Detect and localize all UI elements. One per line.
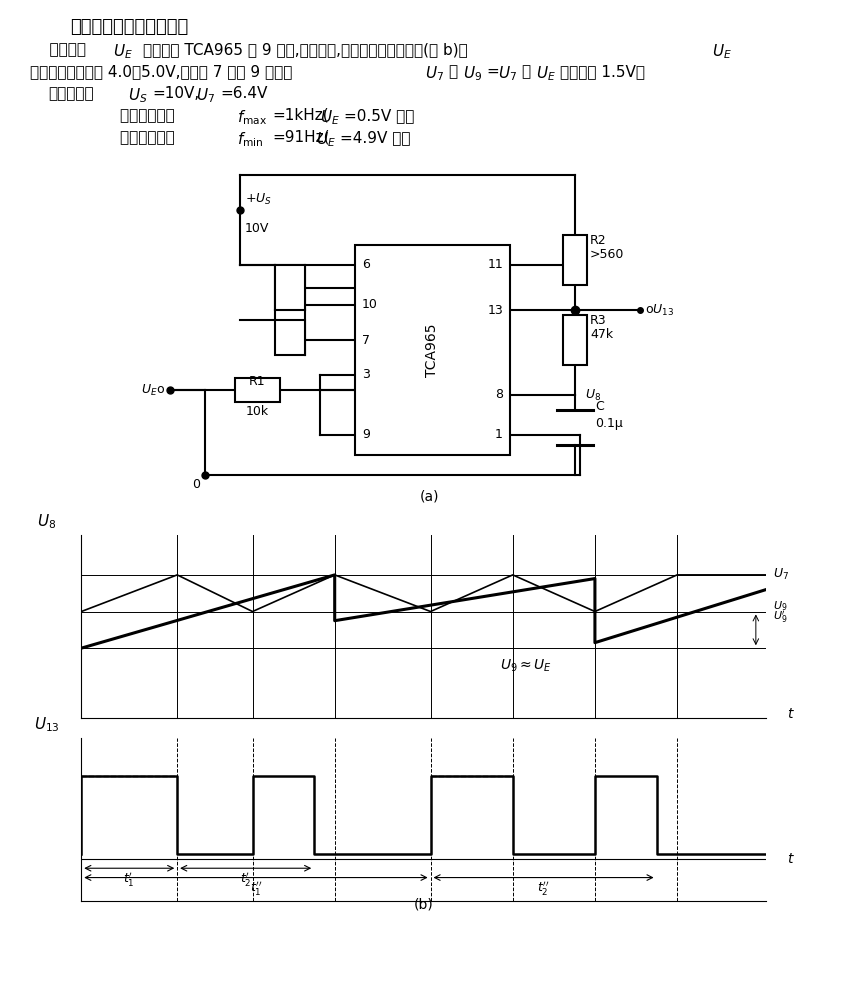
Text: $U_9\approx U_E$: $U_9\approx U_E$ [501, 657, 552, 674]
Text: $U_S$: $U_S$ [128, 86, 147, 105]
Text: =91Hz(: =91Hz( [272, 130, 330, 145]
Text: 47k: 47k [590, 329, 613, 342]
Text: 7: 7 [362, 334, 370, 346]
Text: TCA965: TCA965 [425, 324, 439, 377]
Text: 10V: 10V [245, 222, 270, 235]
Text: $U_E$: $U_E$ [113, 42, 133, 60]
Text: 9: 9 [362, 429, 370, 442]
Bar [275, 265, 305, 310]
Text: 最高输出频率: 最高输出频率 [120, 108, 180, 123]
Text: 6: 6 [362, 258, 370, 271]
Text: $U_E$: $U_E$ [320, 108, 340, 127]
Text: 电路参数：: 电路参数： [48, 86, 93, 101]
Bar [275, 320, 305, 355]
Text: >560: >560 [590, 248, 624, 261]
Text: $U_7$: $U_7$ [196, 86, 215, 105]
Text: 集成电路 TCA965 脚 9 加入,其值越大,则输出信号频率越低(图 b)。: 集成电路 TCA965 脚 9 加入,其值越大,则输出信号频率越低(图 b)。 [143, 42, 467, 57]
Text: =0.5V 时）: =0.5V 时） [344, 108, 414, 123]
Text: 1: 1 [495, 429, 503, 442]
Y-axis label: $U_8$: $U_8$ [38, 512, 56, 531]
Text: 10k: 10k [246, 405, 269, 418]
Text: 0.1μ: 0.1μ [595, 417, 623, 430]
Text: －: － [448, 64, 457, 79]
Text: =1kHz(: =1kHz( [272, 108, 329, 123]
Text: $t$: $t$ [787, 852, 794, 866]
Text: $f_{\rm max}$: $f_{\rm max}$ [237, 108, 267, 127]
Text: R2: R2 [590, 234, 607, 247]
Text: 10: 10 [362, 299, 377, 312]
Text: (a): (a) [420, 490, 440, 504]
Text: $U_E$: $U_E$ [712, 42, 732, 60]
Y-axis label: $U_{13}$: $U_{13}$ [34, 716, 60, 735]
Text: 最低输出频率: 最低输出频率 [120, 130, 180, 145]
Text: $U_E$: $U_E$ [316, 130, 336, 148]
Text: $U_7$: $U_7$ [773, 567, 789, 582]
Text: $U_8$: $U_8$ [585, 387, 601, 403]
Bar [563, 235, 587, 285]
Text: 频率可调节的多谐振荡器: 频率可调节的多谐振荡器 [70, 18, 188, 36]
Text: (b): (b) [413, 898, 434, 912]
Bar [563, 315, 587, 365]
Text: $U_E$: $U_E$ [536, 64, 556, 83]
Text: －: － [521, 64, 530, 79]
Text: =6.4V: =6.4V [220, 86, 267, 101]
Text: $U_9$: $U_9$ [773, 599, 788, 613]
Text: $t_2'$: $t_2'$ [240, 870, 252, 888]
Text: $U_9$: $U_9$ [463, 64, 482, 83]
Text: $t_1''$: $t_1''$ [250, 879, 262, 897]
Text: 8: 8 [495, 388, 503, 402]
Text: =: = [486, 64, 499, 79]
Bar [235, 378, 280, 402]
Text: 11: 11 [487, 258, 503, 271]
Text: R3: R3 [590, 314, 607, 327]
Text: 输入信号: 输入信号 [30, 42, 86, 57]
Text: $f_{\rm min}$: $f_{\rm min}$ [237, 130, 264, 148]
Text: R1: R1 [249, 375, 266, 388]
Text: C: C [595, 401, 603, 414]
Text: $U_9'$: $U_9'$ [773, 609, 788, 625]
Text: $t$: $t$ [787, 707, 794, 721]
Text: =4.9V 时）: =4.9V 时） [340, 130, 411, 145]
Text: 不能小于 1.5V。: 不能小于 1.5V。 [560, 64, 645, 79]
Text: 最高电压不得超过 4.0～5.0V,因为脚 7 与脚 9 间电压: 最高电压不得超过 4.0～5.0V,因为脚 7 与脚 9 间电压 [30, 64, 293, 79]
Text: $U_7$: $U_7$ [425, 64, 444, 83]
Text: $U_7$: $U_7$ [498, 64, 517, 83]
Text: 3: 3 [362, 368, 370, 381]
Text: $t_2''$: $t_2''$ [538, 879, 550, 897]
Text: 13: 13 [487, 304, 503, 317]
Bar [355, 245, 510, 455]
Text: o$U_{13}$: o$U_{13}$ [645, 303, 675, 318]
Text: $+U_S$: $+U_S$ [245, 192, 272, 207]
Text: $U_E$o: $U_E$o [141, 382, 165, 398]
Text: 0: 0 [192, 478, 200, 491]
Text: =10V,: =10V, [152, 86, 199, 101]
Text: $t_1'$: $t_1'$ [123, 870, 135, 888]
